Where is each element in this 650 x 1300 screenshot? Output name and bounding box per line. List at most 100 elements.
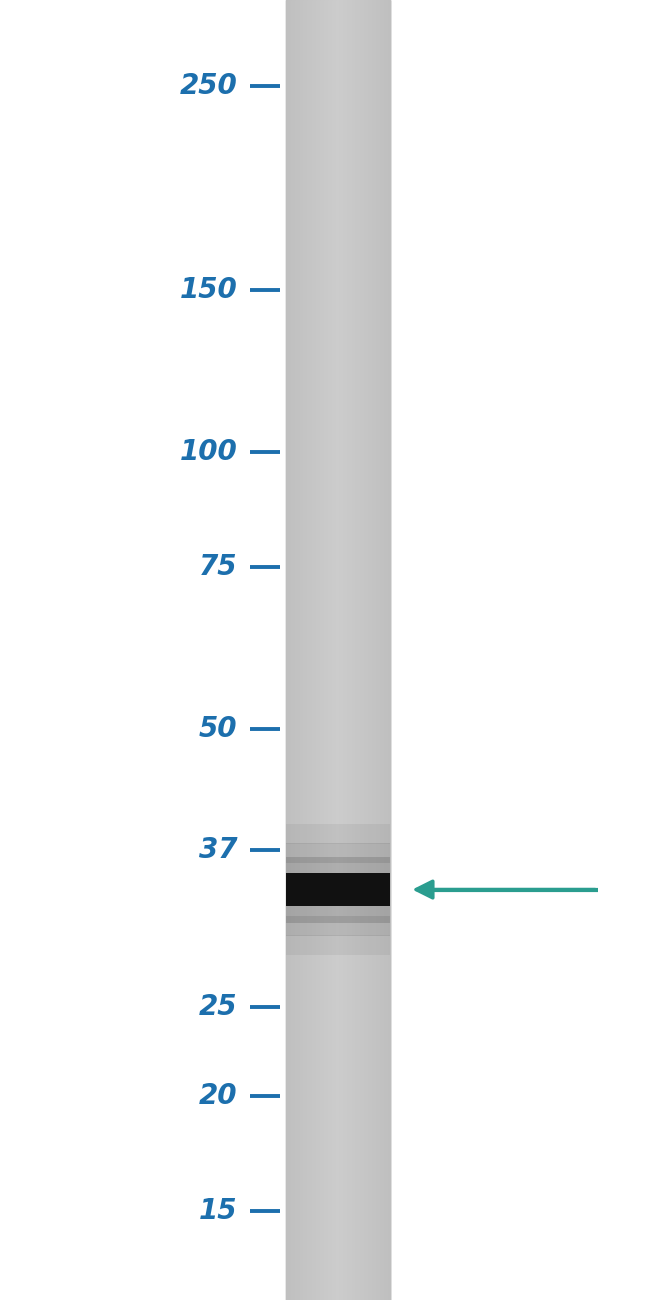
Bar bbox=[323, 0, 324, 1300]
Bar bbox=[343, 0, 344, 1300]
Bar bbox=[356, 0, 357, 1300]
Bar bbox=[287, 0, 288, 1300]
Bar bbox=[339, 0, 340, 1300]
Bar bbox=[355, 0, 356, 1300]
Bar bbox=[315, 0, 316, 1300]
Bar bbox=[298, 0, 299, 1300]
Bar bbox=[309, 0, 310, 1300]
Bar bbox=[342, 0, 343, 1300]
Bar bbox=[365, 0, 366, 1300]
Bar bbox=[314, 0, 315, 1300]
Bar bbox=[388, 0, 389, 1300]
Bar bbox=[310, 0, 311, 1300]
Bar bbox=[376, 0, 377, 1300]
Bar bbox=[381, 0, 382, 1300]
Bar bbox=[326, 0, 327, 1300]
Bar bbox=[347, 0, 348, 1300]
Bar bbox=[311, 0, 312, 1300]
Bar bbox=[381, 0, 382, 1300]
Text: 25: 25 bbox=[199, 993, 237, 1021]
Bar bbox=[360, 0, 361, 1300]
Bar bbox=[351, 0, 352, 1300]
Bar bbox=[389, 0, 390, 1300]
Bar bbox=[384, 0, 385, 1300]
Bar bbox=[308, 0, 309, 1300]
Bar bbox=[328, 0, 329, 1300]
Bar bbox=[330, 0, 331, 1300]
Text: 250: 250 bbox=[179, 72, 237, 100]
Bar bbox=[289, 0, 290, 1300]
Bar bbox=[316, 0, 317, 1300]
Bar bbox=[341, 0, 342, 1300]
Bar bbox=[348, 0, 349, 1300]
Bar bbox=[330, 0, 331, 1300]
Bar bbox=[313, 0, 314, 1300]
Bar bbox=[323, 0, 324, 1300]
Text: 15: 15 bbox=[199, 1197, 237, 1225]
Bar bbox=[292, 0, 293, 1300]
Bar bbox=[359, 0, 360, 1300]
Bar bbox=[377, 0, 378, 1300]
Bar bbox=[291, 0, 292, 1300]
Bar bbox=[341, 0, 342, 1300]
Bar bbox=[372, 0, 373, 1300]
Bar bbox=[350, 0, 351, 1300]
Bar bbox=[360, 0, 361, 1300]
Bar bbox=[322, 0, 323, 1300]
Bar bbox=[363, 0, 364, 1300]
Bar bbox=[385, 0, 386, 1300]
Bar bbox=[352, 0, 353, 1300]
Bar bbox=[296, 0, 297, 1300]
Bar bbox=[346, 0, 347, 1300]
Bar bbox=[297, 0, 298, 1300]
Bar bbox=[302, 0, 303, 1300]
Bar bbox=[299, 0, 300, 1300]
Text: 50: 50 bbox=[199, 715, 237, 744]
Bar bbox=[354, 0, 355, 1300]
Bar bbox=[331, 0, 332, 1300]
Bar bbox=[301, 0, 302, 1300]
Bar bbox=[355, 0, 356, 1300]
Bar bbox=[334, 0, 335, 1300]
Bar bbox=[340, 0, 341, 1300]
Bar bbox=[356, 0, 357, 1300]
Bar bbox=[302, 0, 303, 1300]
Bar bbox=[382, 0, 383, 1300]
Bar bbox=[340, 0, 341, 1300]
Bar bbox=[288, 0, 289, 1300]
Bar bbox=[379, 0, 380, 1300]
Bar bbox=[386, 0, 387, 1300]
Bar bbox=[289, 0, 290, 1300]
Bar bbox=[322, 0, 323, 1300]
Bar bbox=[286, 874, 390, 906]
Bar bbox=[303, 0, 304, 1300]
Bar bbox=[324, 0, 325, 1300]
Bar bbox=[304, 0, 305, 1300]
Bar bbox=[332, 0, 333, 1300]
Bar bbox=[325, 0, 326, 1300]
Bar bbox=[317, 0, 318, 1300]
Bar bbox=[376, 0, 377, 1300]
Bar bbox=[308, 0, 309, 1300]
Bar bbox=[378, 0, 379, 1300]
Bar bbox=[334, 0, 335, 1300]
Bar bbox=[290, 0, 291, 1300]
Bar bbox=[375, 0, 376, 1300]
Bar bbox=[318, 0, 319, 1300]
Bar bbox=[321, 0, 322, 1300]
Bar bbox=[368, 0, 369, 1300]
Bar bbox=[386, 0, 387, 1300]
Bar bbox=[336, 0, 337, 1300]
Text: 100: 100 bbox=[179, 438, 237, 467]
Bar bbox=[362, 0, 363, 1300]
Bar bbox=[312, 0, 313, 1300]
Bar bbox=[311, 0, 312, 1300]
Bar bbox=[320, 0, 321, 1300]
Bar bbox=[300, 0, 301, 1300]
Bar bbox=[342, 0, 343, 1300]
Text: 37: 37 bbox=[199, 836, 237, 863]
Bar bbox=[369, 0, 370, 1300]
Bar bbox=[307, 0, 308, 1300]
Bar bbox=[286, 916, 390, 936]
Bar bbox=[367, 0, 368, 1300]
